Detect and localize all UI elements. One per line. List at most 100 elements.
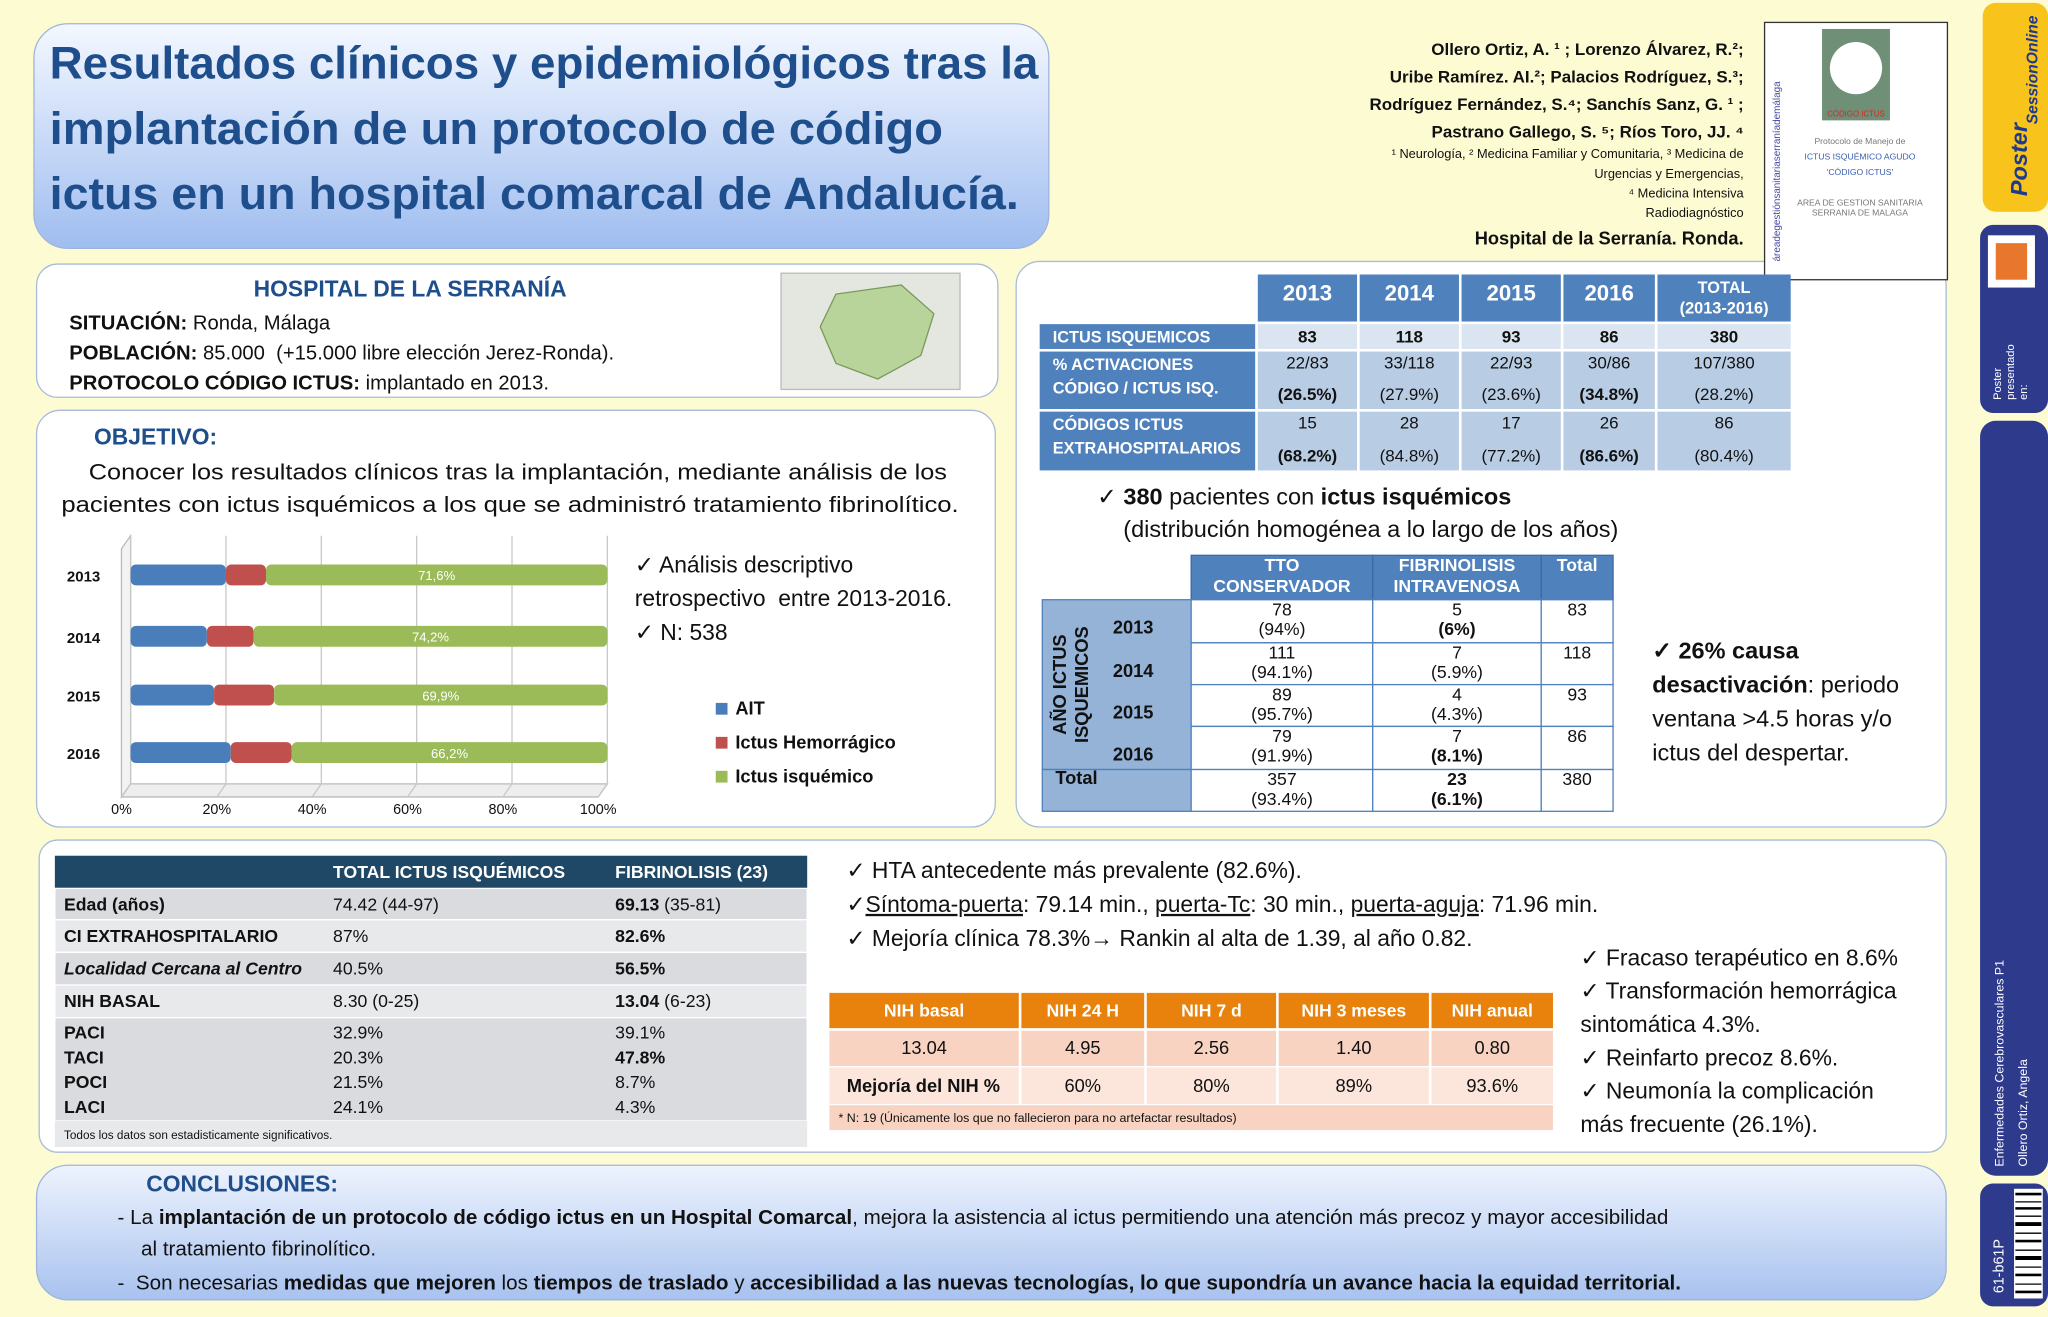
conclusion-line-part: al tratamiento fibrinolítico. [141, 1237, 376, 1260]
conclusions-heading: CONCLUSIONES: [146, 1170, 338, 1196]
conclusion-line-part: y [729, 1271, 751, 1294]
header-cell [1359, 274, 1459, 322]
legend-label: Ictus isquémico [735, 766, 873, 787]
y-tick-label: 2016 [67, 746, 100, 763]
data-cell [1372, 683, 1542, 728]
x-tick-label: 80% [488, 802, 517, 818]
objective-heading: OBJETIVO: [94, 423, 217, 449]
cell-text: 28 [1400, 414, 1419, 433]
finding-line: ✓ Mejoría clínica 78.3%→ Rankin al alta … [846, 925, 1472, 951]
chart-floor [120, 783, 609, 798]
cell-text: 22/83 [1286, 354, 1328, 373]
barcode-lines [2015, 1192, 2042, 1294]
data-cell [1563, 324, 1655, 349]
row-label: TACI [64, 1047, 104, 1067]
session-author: Ollero Ortiz, Angela [2016, 1059, 2030, 1167]
finding-line-part: Síntoma-puerta [866, 891, 1024, 917]
grid-line [120, 535, 132, 798]
row-label: Mejoría del NIH % [847, 1075, 1000, 1096]
bar-segment [253, 625, 608, 647]
conclusion-line-part: tiempos de traslado [534, 1271, 729, 1294]
cell-text-part: 47.8% [615, 1047, 665, 1067]
column-header: NIH 7 d [1181, 1000, 1242, 1020]
row-label: ICTUS ISQUEMICOS [1053, 328, 1211, 346]
cell-text-part: 4.3% [615, 1097, 656, 1117]
objective-note: ✓ Análisis descriptivo [635, 551, 853, 577]
data-cell [1190, 725, 1374, 771]
cell-text: 26 [1600, 414, 1619, 433]
legend-swatch [715, 770, 728, 783]
title-line: implantación de un protocolo de código [50, 103, 943, 154]
y-tick-label: 2013 [67, 568, 100, 585]
cell-text: 56.5% [615, 959, 665, 979]
bar-segment [206, 625, 254, 647]
summary-line-part: ictus isquémicos [1321, 483, 1512, 509]
column-header: FIBRINOLISIS (23) [615, 862, 768, 882]
cell-text: 86 [1600, 327, 1619, 346]
data-cell [1372, 725, 1542, 771]
bar-label: 66,2% [431, 746, 468, 761]
cell-text: (93.4%) [1251, 789, 1313, 809]
chart-walls [120, 533, 132, 800]
hospital-item-part: 85.000 (+15.000 libre elección Jerez-Ron… [197, 342, 614, 364]
cell-text: (5.9%) [1431, 662, 1483, 682]
data-cell [1359, 351, 1459, 410]
affiliation-line: ⁴ Medicina Intensiva [1629, 185, 1745, 200]
cell-text-part: 8.7% [615, 1072, 656, 1092]
footnote: Todos los datos son estadisticamente sig… [64, 1129, 332, 1142]
summary-line-part: (distribución homogénea a lo largo de lo… [1123, 516, 1618, 542]
cell-text: 4.3% [615, 1097, 656, 1117]
cell-text: 118 [1563, 643, 1591, 663]
conclusion-line: al tratamiento fibrinolítico. [141, 1237, 376, 1260]
cell-text: (8.1%) [1431, 746, 1483, 766]
grid-line [406, 535, 418, 798]
cell-text: 17 [1502, 414, 1521, 433]
header-cell [1021, 992, 1145, 1029]
data-cell [1461, 351, 1561, 410]
desactivation-line: ictus del despertar. [1652, 739, 1849, 765]
cell-text: 83 [1298, 327, 1317, 346]
bar-label: 69,9% [422, 688, 459, 703]
cell-text: 2.56 [1194, 1037, 1230, 1058]
cell-text: 89 [1272, 684, 1292, 704]
hospital-item: POBLACIÓN: 85.000 (+15.000 libre elecció… [69, 340, 614, 364]
cell-text: 15 [1298, 414, 1317, 433]
summary-line-part: 380 [1123, 483, 1162, 509]
complication-line: ✓ Transformación hemorrágica [1580, 978, 1897, 1004]
session: Enfermedades Cerebrovasculares P1 [1993, 960, 2007, 1167]
data-cell [1190, 768, 1374, 812]
row-label: LACI [64, 1097, 105, 1117]
total-header: (2013-2016) [1680, 300, 1769, 318]
legend-label: AIT [735, 698, 764, 719]
column-header: TTO [1264, 555, 1299, 575]
conclusion-line-part: - Son necesarias [118, 1271, 284, 1294]
objective-note: retrospectivo entre 2013-2016. [635, 585, 952, 611]
header-cell [1461, 274, 1561, 322]
conclusion-line: - Son necesarias medidas que mejoren los… [118, 1271, 1681, 1294]
cell-text: 0.80 [1474, 1037, 1510, 1058]
cell-text: 74.42 (44-97) [333, 895, 439, 915]
finding-line: ✓Síntoma-puerta: 79.14 min., puerta-Tc: … [846, 891, 1598, 917]
row-label: CI EXTRAHOSPITALARIO [64, 926, 278, 946]
affiliation-line: Radiodiagnóstico [1645, 205, 1743, 220]
author-line: Ollero Ortiz, A. ¹ ; Lorenzo Álvarez, R.… [1431, 40, 1743, 59]
total-label-cell [1041, 768, 1192, 812]
data-cell [1146, 1067, 1277, 1104]
cell-text: 380 [1710, 327, 1738, 346]
bar-segment [225, 564, 267, 586]
title-line: Resultados clínicos y epidemiológicos tr… [50, 38, 1039, 89]
cell-text-part: (6-23) [659, 991, 711, 1011]
cell-text: 33/118 [1384, 354, 1435, 373]
cell-text: 21.5% [333, 1072, 383, 1092]
row-label-cell [829, 1067, 1019, 1104]
data-cell [1257, 411, 1358, 471]
grid-line [502, 535, 513, 798]
data-cell [1461, 324, 1561, 349]
cell-text: 357 [1267, 769, 1296, 789]
desactivation-line-part: ventana >4.5 horas y/o [1652, 705, 1892, 731]
logo-brain [1829, 42, 1883, 95]
cell-text: 69.13 (35-81) [615, 895, 721, 915]
cell-text: (23.6%) [1481, 385, 1540, 404]
cell-text: (84.8%) [1380, 446, 1439, 465]
column-header: NIH 3 meses [1301, 1000, 1406, 1020]
